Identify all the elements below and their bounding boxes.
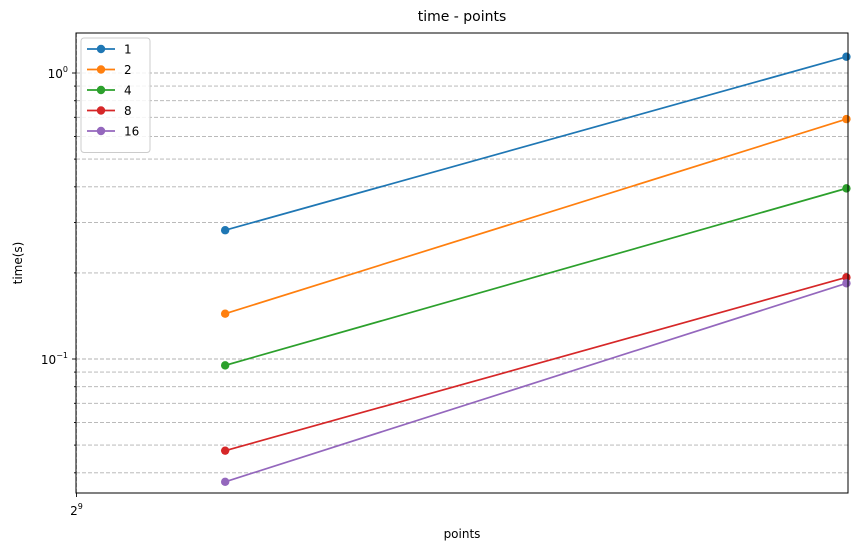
legend-label: 2: [124, 63, 132, 77]
legend-label: 1: [124, 43, 132, 57]
legend-item: 16: [87, 125, 139, 139]
data-point: [842, 279, 851, 288]
series-8: [220, 273, 851, 455]
data-point: [842, 273, 851, 282]
y-tick-label: 100: [48, 65, 68, 81]
y-tick-label: 10−1: [41, 351, 68, 367]
data-point: [220, 446, 230, 455]
legend-marker: [96, 44, 106, 54]
series-4: [220, 184, 851, 370]
series-line: [224, 276, 847, 452]
legend-label: 16: [124, 125, 139, 139]
legend-marker: [96, 85, 106, 95]
series-16: [220, 279, 851, 487]
legend: 1 2 4 8 16: [80, 37, 151, 153]
x-tick-label: 29: [70, 502, 83, 518]
legend-marker: [96, 106, 106, 115]
series-2: [220, 114, 851, 318]
legend-marker: [96, 65, 106, 74]
series-layer: [220, 52, 851, 487]
legend-marker: [96, 126, 106, 136]
legend-item: 4: [87, 84, 132, 98]
x-axis-ticks: 29: [70, 493, 83, 518]
legend-item: 1: [87, 43, 132, 57]
series-line: [224, 187, 847, 367]
series-line: [224, 282, 847, 483]
series-line: [224, 55, 847, 232]
data-point: [220, 226, 230, 235]
series-1: [220, 52, 851, 235]
y-axis-ticks: 10−1 100: [41, 65, 76, 474]
series-line: [224, 118, 847, 315]
legend-box: [80, 37, 151, 153]
legend-item: 2: [87, 63, 132, 77]
data-point: [220, 309, 230, 318]
y-axis-label: time(s): [11, 242, 25, 285]
legend-label: 8: [124, 104, 132, 118]
data-point: [220, 361, 230, 370]
x-axis-label: points: [444, 527, 481, 541]
data-point: [842, 52, 851, 61]
data-point: [220, 477, 230, 487]
data-point: [842, 114, 851, 124]
data-point: [842, 184, 851, 193]
legend-label: 4: [124, 84, 132, 98]
plot-frame: [75, 32, 849, 494]
legend-item: 8: [87, 104, 132, 118]
chart-title: time - points: [418, 9, 507, 25]
